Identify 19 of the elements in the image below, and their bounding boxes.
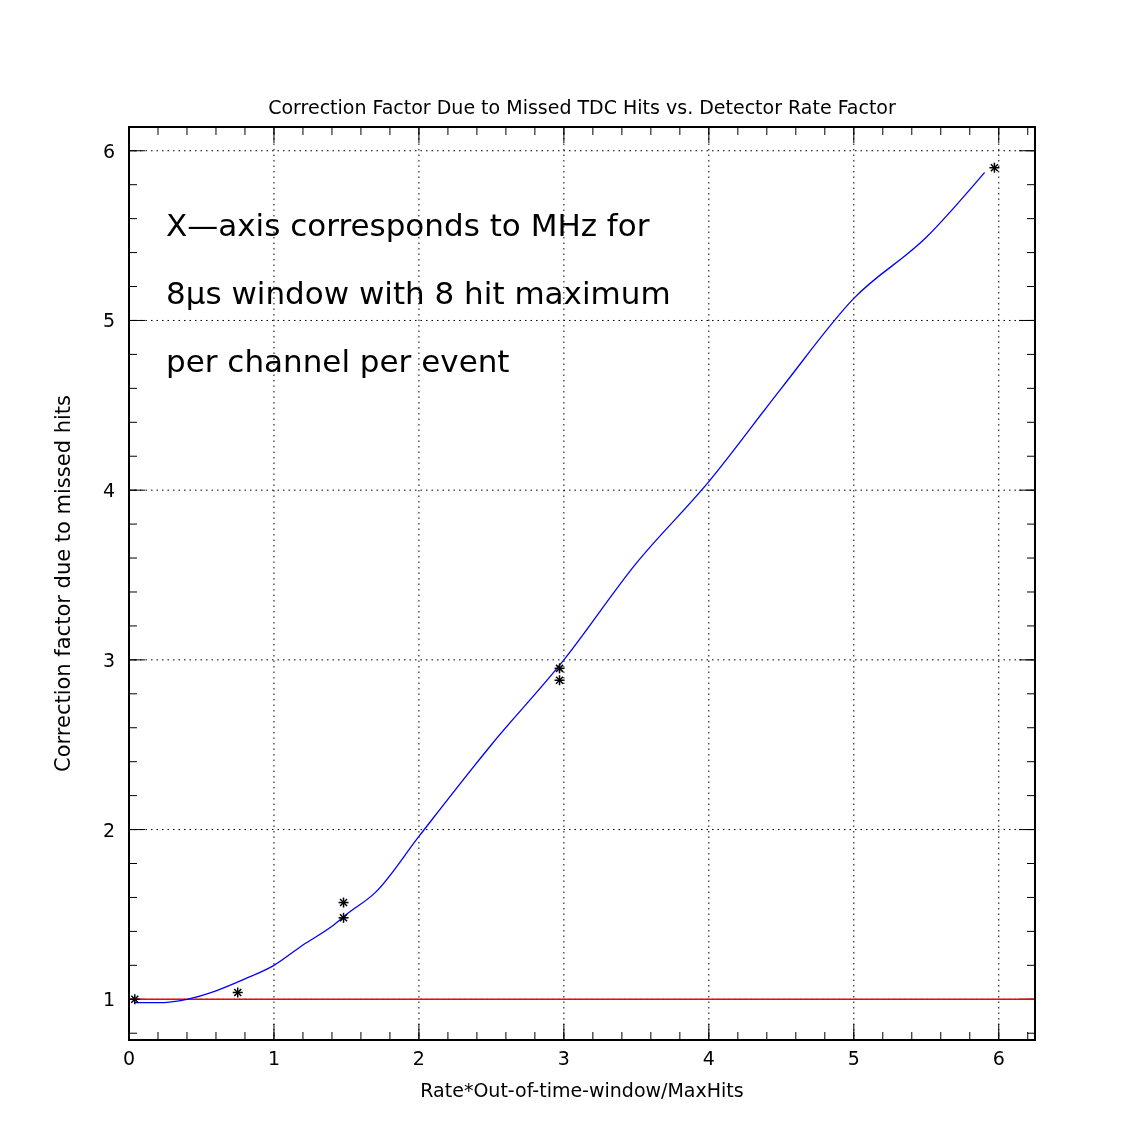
y-tick-label: 3 <box>102 648 115 671</box>
chart-title: Correction Factor Due to Missed TDC Hits vs. Detector Rate Factor <box>268 96 896 118</box>
y-tick-label: 4 <box>102 479 115 502</box>
y-tick-label: 1 <box>102 988 115 1011</box>
annotation: X—axis corresponds to MHz for <box>166 207 650 243</box>
x-axis-title: Rate*Out-of-time-window/MaxHits <box>420 1079 744 1101</box>
y-tick-label: 5 <box>102 309 115 332</box>
annotation: per channel per event <box>166 343 510 379</box>
x-tick-label: 3 <box>557 1047 570 1069</box>
x-tick-label: 2 <box>412 1047 425 1069</box>
x-tick-label: 1 <box>267 1047 281 1069</box>
y-tick-label: 6 <box>102 139 115 162</box>
x-tick-label: 4 <box>702 1047 715 1069</box>
y-tick-label: 2 <box>102 818 115 841</box>
x-tick-label: 5 <box>847 1047 860 1069</box>
x-tick-label: 0 <box>122 1047 136 1069</box>
x-tick-label: 6 <box>992 1047 1005 1069</box>
y-axis-title: Correction factor due to missed hits <box>51 395 75 772</box>
annotation: 8μs window with 8 hit maximum <box>166 275 671 311</box>
